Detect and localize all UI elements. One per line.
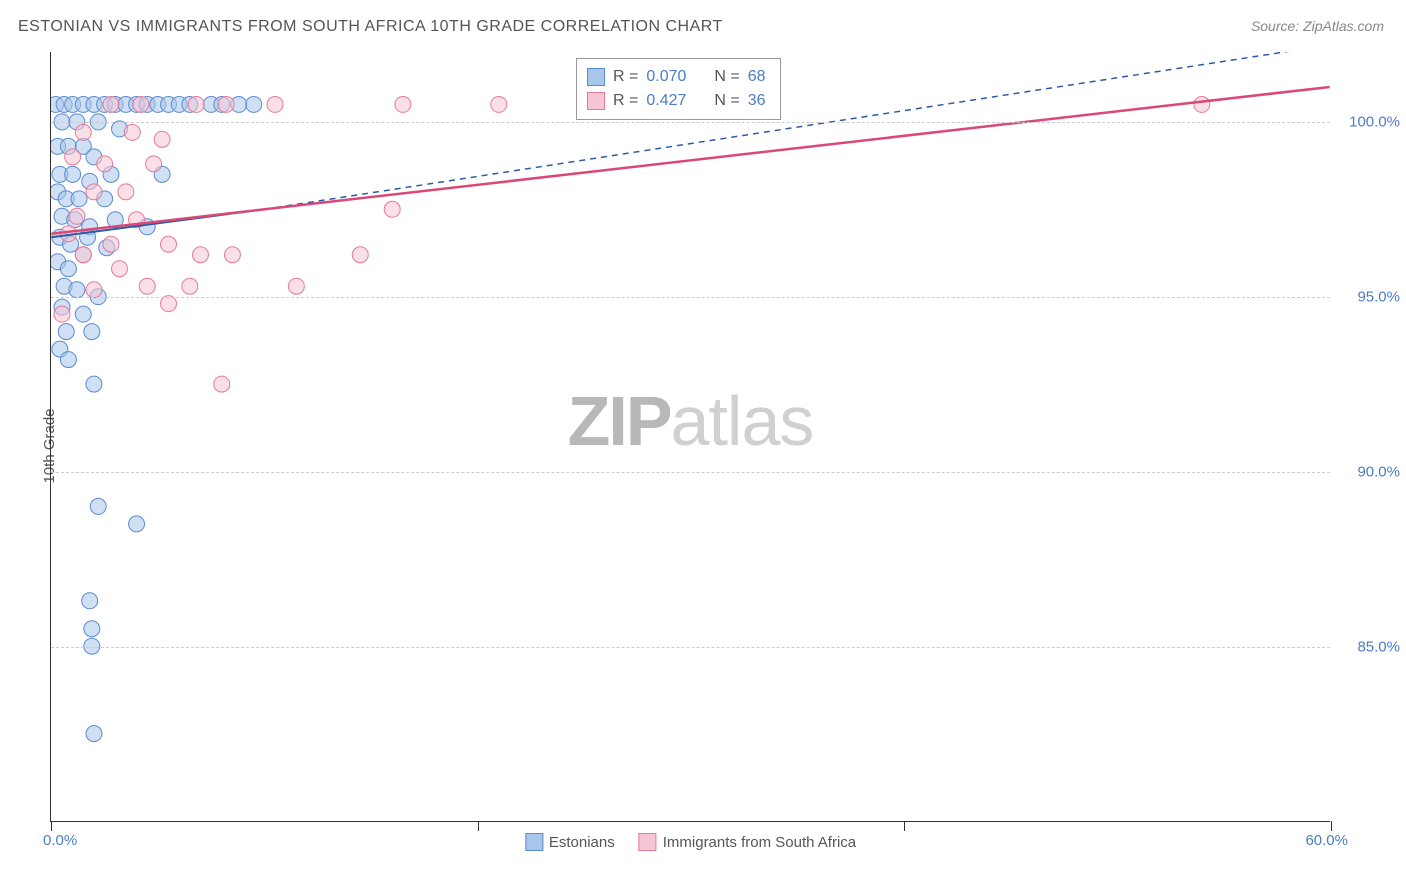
watermark-atlas: atlas [671,382,814,460]
gridline-h [51,122,1330,123]
y-tick-label: 100.0% [1349,114,1400,131]
x-tick [904,821,905,831]
legend-item: Immigrants from South Africa [639,833,856,851]
y-tick-label: 95.0% [1357,289,1400,306]
corr-legend-row: R = 0.427N = 36 [587,89,766,113]
x-axis-min-label: 0.0% [43,832,77,849]
legend-bottom: Estonians Immigrants from South Africa [525,833,856,851]
gridline-h [51,647,1330,648]
x-tick [51,821,52,831]
chart-title: ESTONIAN VS IMMIGRANTS FROM SOUTH AFRICA… [18,18,723,36]
gridline-h [51,472,1330,473]
watermark: ZIPatlas [568,381,814,461]
y-tick-label: 90.0% [1357,464,1400,481]
legend-item: Estonians [525,833,615,851]
gridline-h [51,297,1330,298]
plot-area: ZIPatlas 0.0% 60.0% EstoniansImmigrants … [50,52,1330,822]
source-attribution: Source: ZipAtlas.com [1251,18,1384,34]
x-tick [478,821,479,831]
y-tick-label: 85.0% [1357,639,1400,656]
correlation-legend: R = 0.070N = 68R = 0.427N = 36 [576,58,781,120]
watermark-zip: ZIP [568,382,671,460]
chart-svg [51,52,1330,821]
x-tick [1331,821,1332,831]
corr-legend-row: R = 0.070N = 68 [587,65,766,89]
x-axis-max-label: 60.0% [1305,832,1348,849]
